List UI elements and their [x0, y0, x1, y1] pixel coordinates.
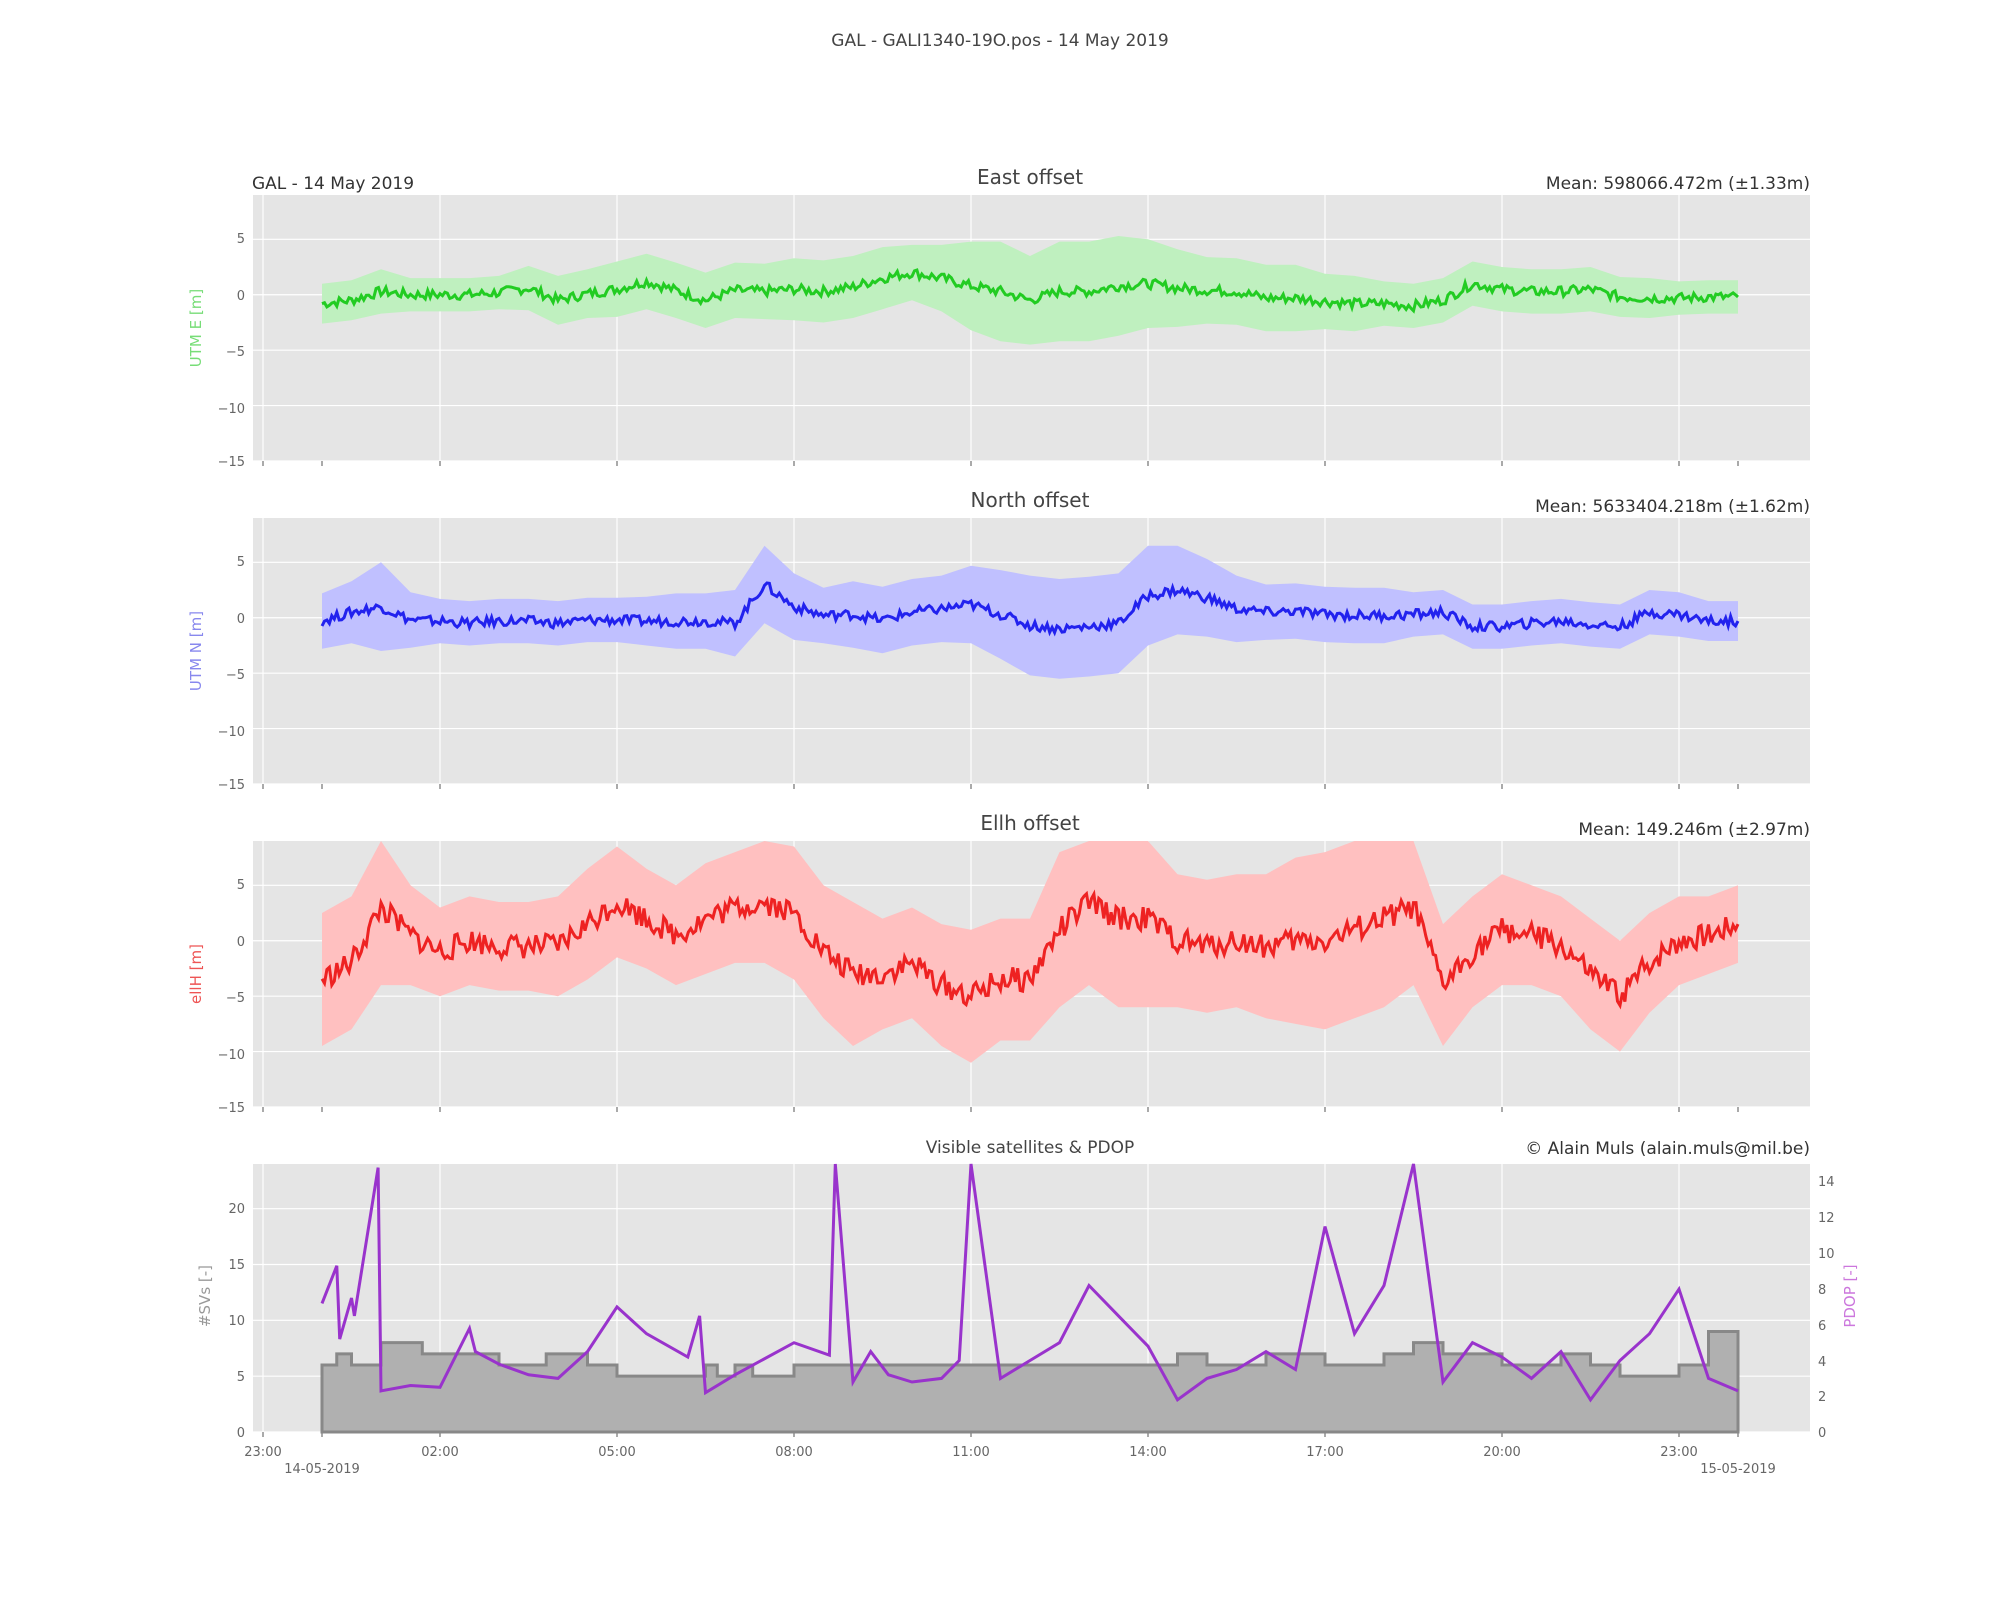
pdop-ytick: 14 — [1818, 1175, 1835, 1190]
north-ytick: 0 — [237, 612, 245, 627]
ellh-ytick: 5 — [237, 878, 245, 893]
east-left-note: GAL - 14 May 2019 — [252, 174, 414, 194]
xtick-label: 02:00 — [421, 1445, 458, 1460]
date-left-label: 14-05-2019 — [284, 1462, 360, 1477]
pdop-ytick: 6 — [1818, 1319, 1826, 1334]
xtick-label: 20:00 — [1483, 1445, 1520, 1460]
time-xticks: 23:00 02:00 05:00 08:00 11:00 14:00 17:0… — [244, 1445, 1697, 1460]
pdop-ytick: 10 — [1818, 1247, 1835, 1262]
pdop-ytick: 0 — [1818, 1426, 1826, 1441]
pdop-line — [320, 1163, 1739, 1403]
north-yticks: 5 0 −5 −10 −15 — [218, 555, 245, 793]
ellh-ytick: −15 — [218, 1101, 245, 1116]
east-ytick: −15 — [218, 455, 245, 470]
north-ytick: −15 — [218, 778, 245, 793]
north-uncertainty-band — [322, 545, 1738, 679]
east-offset-line — [321, 267, 1739, 314]
sv-ytick: 15 — [228, 1258, 245, 1273]
sv-yticks: 20 15 10 5 0 — [228, 1202, 245, 1441]
east-yticks: 5 0 −5 −10 −15 — [218, 232, 245, 470]
xtick-label: 17:00 — [1306, 1445, 1343, 1460]
north-ytick: −5 — [226, 668, 245, 683]
sv-pdop-panel: Visible satellites & PDOP © Alain Muls (… — [196, 1138, 1859, 1477]
xtick-label: 14:00 — [1129, 1445, 1166, 1460]
east-ytick: −5 — [226, 345, 245, 360]
north-mean-note: Mean: 5633404.218m (±1.62m) — [1535, 497, 1810, 517]
pdop-ytick: 8 — [1818, 1283, 1826, 1298]
visible-satellites-area — [320, 1330, 1740, 1434]
sv-ytick: 5 — [237, 1370, 245, 1385]
ellh-ytick: −5 — [226, 991, 245, 1006]
sv-pdop-title: Visible satellites & PDOP — [926, 1138, 1135, 1158]
xtick-label: 08:00 — [775, 1445, 812, 1460]
pdop-ytick: 12 — [1818, 1211, 1835, 1226]
ellh-offset-line — [320, 889, 1740, 1010]
sv-ylabel: #SVs [-] — [196, 1265, 214, 1327]
ellh-panel: Ellh offset Mean: 149.246m (±2.97m) 5 0 … — [187, 811, 1810, 1116]
north-ytick: −10 — [218, 725, 245, 740]
north-ytick: 5 — [237, 555, 245, 570]
north-title: North offset — [971, 488, 1090, 512]
east-ytick: 0 — [237, 289, 245, 304]
north-ylabel: UTM N [m] — [187, 611, 205, 691]
sv-ytick: 0 — [237, 1426, 245, 1441]
ellh-title: Ellh offset — [980, 811, 1080, 835]
xtick-label: 23:00 — [244, 1445, 281, 1460]
east-title: East offset — [977, 165, 1083, 189]
sv-ytick: 20 — [228, 1202, 245, 1217]
east-uncertainty-band — [322, 236, 1738, 345]
east-ytick: 5 — [237, 232, 245, 247]
east-mean-note: Mean: 598066.472m (±1.33m) — [1546, 174, 1810, 194]
sv-ytick: 10 — [228, 1314, 245, 1329]
ellh-ytick: −10 — [218, 1048, 245, 1063]
figure-suptitle: GAL - GALI1340-19O.pos - 14 May 2019 — [831, 31, 1168, 51]
ellh-ylabel: ellH [m] — [187, 944, 205, 1004]
pdop-ytick: 2 — [1818, 1390, 1826, 1405]
pdop-yticks: 14 12 10 8 6 4 2 0 — [1818, 1175, 1835, 1441]
ellh-mean-note: Mean: 149.246m (±2.97m) — [1578, 820, 1810, 840]
ellh-uncertainty-band — [322, 841, 1738, 1063]
east-ylabel: UTM E [m] — [187, 289, 205, 367]
east-ytick: −10 — [218, 402, 245, 417]
xtick-label: 05:00 — [598, 1445, 635, 1460]
ellh-yticks: 5 0 −5 −10 −15 — [218, 878, 245, 1116]
xtick-label: 23:00 — [1660, 1445, 1697, 1460]
pdop-ylabel: PDOP [-] — [1841, 1264, 1859, 1327]
pdop-ytick: 4 — [1818, 1355, 1826, 1370]
xtick-label: 11:00 — [952, 1445, 989, 1460]
north-panel: North offset Mean: 5633404.218m (±1.62m)… — [187, 488, 1810, 793]
copyright-note: © Alain Muls (alain.muls@mil.be) — [1525, 1139, 1810, 1159]
east-panel: GAL - 14 May 2019 East offset Mean: 5980… — [187, 165, 1810, 470]
north-offset-line — [320, 581, 1740, 637]
date-right-label: 15-05-2019 — [1700, 1462, 1776, 1477]
ellh-ytick: 0 — [237, 935, 245, 950]
